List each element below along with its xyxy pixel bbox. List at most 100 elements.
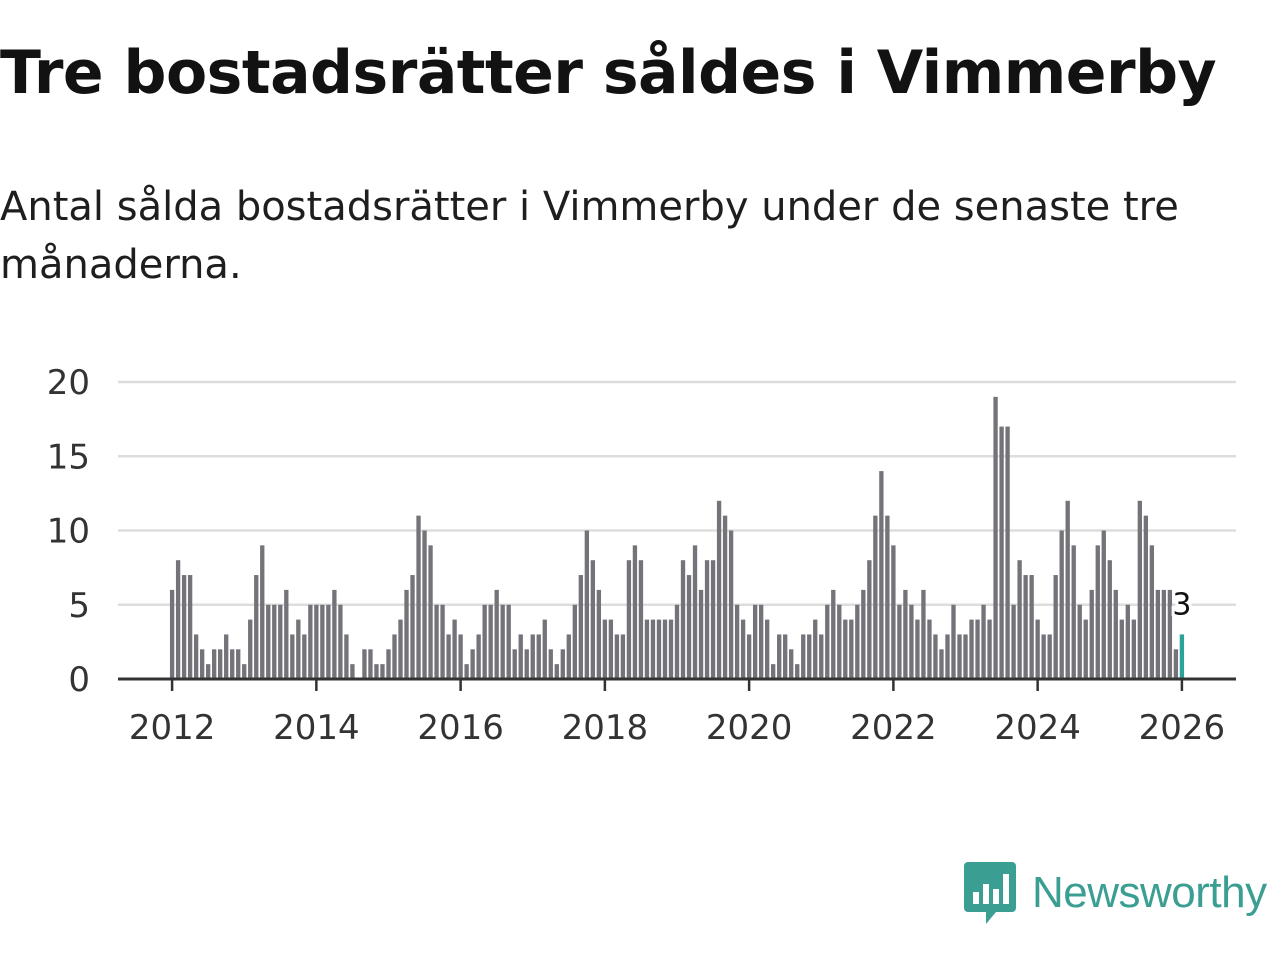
bar [512,649,517,679]
bar [1137,500,1142,679]
bar [921,589,926,679]
bar [644,619,650,679]
bar [1071,545,1076,679]
bar [308,604,313,679]
bar [254,575,259,679]
bar [488,604,493,679]
bar [674,604,680,679]
data-labels: 3 [1169,584,1194,625]
bar [296,619,301,679]
bar [212,649,217,679]
bar [464,664,469,679]
bar [716,500,722,679]
x-tick-label-2024: 2024 [994,708,1081,748]
bar [1059,530,1064,679]
bar [879,471,884,679]
bar [422,530,427,679]
bar [434,604,439,679]
y-tick-label-0: 0 [68,660,90,700]
bar [764,619,770,679]
brand-name: Newsworthy [1032,868,1267,917]
bar [1167,589,1173,679]
y-axis-ticks: 0 5 10 15 20 [47,363,90,700]
chart-title: Tre bostadsrätter såldes i Vimmerby [0,38,1217,108]
bar [181,575,187,679]
bar [915,619,920,679]
bar [248,619,253,679]
bar [1005,426,1010,679]
bar [326,604,331,679]
bar [855,604,860,679]
bar [386,649,391,679]
bar [999,426,1004,679]
bar [704,560,710,679]
y-tick-label-15: 15 [47,437,90,477]
bar [891,545,896,679]
bar [368,649,373,679]
x-tick-label-2012: 2012 [129,708,216,748]
bar [668,619,674,679]
bar [530,634,535,679]
bar [1053,575,1058,679]
bar [374,664,379,679]
bar [572,604,577,679]
bar [476,634,481,679]
bar [416,515,421,679]
bar [819,634,824,679]
bar [951,604,956,679]
bar [566,634,571,679]
bar [963,634,968,679]
x-tick-label-2026: 2026 [1139,708,1226,748]
bar [1107,560,1112,679]
bar [518,634,523,679]
bar [284,589,289,679]
bar [837,604,842,679]
bar [344,634,349,679]
bar [1083,619,1088,679]
x-tick-label-2014: 2014 [273,708,360,748]
bar [1173,649,1179,679]
bar [909,604,914,679]
bar [831,589,836,679]
bar [1095,545,1100,679]
bar [554,664,559,679]
bar [590,560,596,679]
bar [867,560,872,679]
bar [542,619,547,679]
bar [789,649,794,679]
bar [885,515,890,679]
bar [266,604,271,679]
data-label-highlight: 3 [1172,587,1191,622]
bar [698,589,704,679]
bar [656,619,662,679]
bar [446,634,451,679]
bar [957,634,962,679]
bar [981,604,986,679]
bar [440,604,445,679]
bar [746,634,752,679]
bar [548,649,553,679]
bar [686,575,692,679]
bar [584,530,590,679]
bar [692,545,698,679]
bar [242,664,247,679]
bar [596,589,602,679]
bar [903,589,908,679]
bar [1125,604,1130,679]
bar [1029,575,1034,679]
bar [620,634,626,679]
bar [783,634,788,679]
bar [933,634,938,679]
newsworthy-logo: Newsworthy [964,862,1267,924]
bar [734,604,740,679]
bar [470,649,475,679]
bar [602,619,608,679]
bars [169,396,1185,679]
bar [813,619,818,679]
x-axis-ticks: 2012 2014 2016 2018 2020 2022 2024 2026 [129,679,1225,748]
bar [290,634,295,679]
y-tick-label-10: 10 [47,512,90,552]
bar [482,604,487,679]
bar [969,619,974,679]
bar [975,619,980,679]
